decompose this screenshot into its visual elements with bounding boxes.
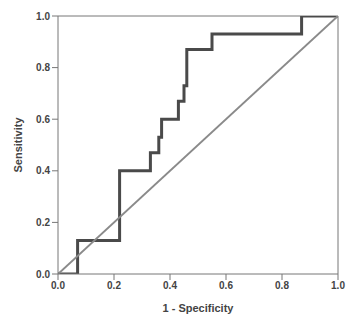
svg-text:1 - Specificity: 1 - Specificity [163,302,235,314]
svg-text:Sensitivity: Sensitivity [12,117,24,173]
svg-text:0.4: 0.4 [163,280,177,291]
svg-text:0.0: 0.0 [36,269,50,280]
svg-text:0.2: 0.2 [36,217,50,228]
svg-text:0.2: 0.2 [107,280,121,291]
svg-text:0.6: 0.6 [219,280,233,291]
svg-text:0.6: 0.6 [36,114,50,125]
svg-text:1.0: 1.0 [331,280,345,291]
svg-text:1.0: 1.0 [36,11,50,22]
svg-text:0.8: 0.8 [36,62,50,73]
svg-text:0.8: 0.8 [275,280,289,291]
svg-text:0.4: 0.4 [36,165,50,176]
svg-text:0.0: 0.0 [51,280,65,291]
